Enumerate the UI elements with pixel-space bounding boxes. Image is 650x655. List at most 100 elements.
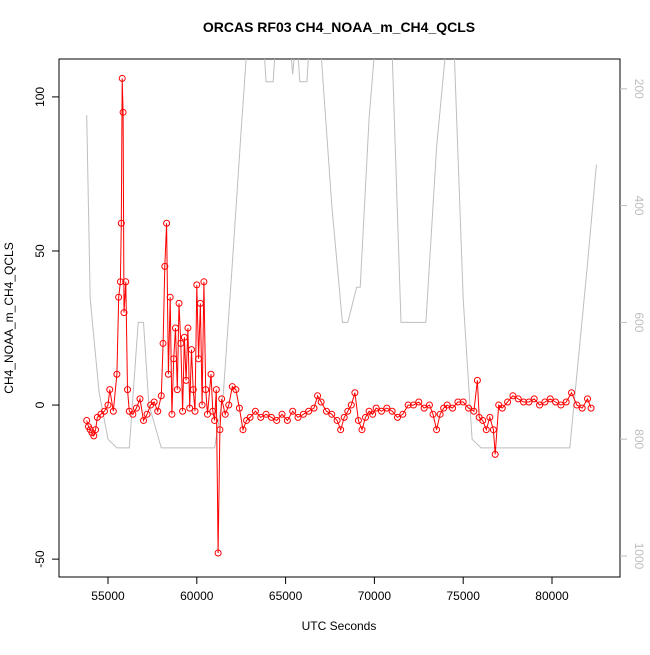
y-tick-label: 50	[33, 244, 47, 258]
point	[211, 416, 219, 424]
point	[182, 376, 190, 384]
point	[168, 410, 176, 418]
point	[90, 432, 98, 440]
point	[106, 386, 114, 394]
point	[491, 450, 499, 458]
point	[216, 426, 224, 434]
y2-tick-label: 600	[632, 312, 646, 332]
point	[378, 407, 386, 415]
point	[504, 398, 512, 406]
point	[257, 413, 265, 421]
x-tick-label: 70000	[358, 589, 392, 603]
point	[584, 395, 592, 403]
point	[92, 426, 100, 434]
point	[170, 355, 178, 363]
point	[351, 389, 359, 397]
point	[262, 410, 270, 418]
point	[273, 416, 281, 424]
point	[209, 407, 217, 415]
x-tick-label: 60000	[180, 589, 214, 603]
point	[136, 395, 144, 403]
point	[118, 74, 126, 82]
point	[509, 392, 517, 400]
point	[520, 398, 528, 406]
plot-frame	[58, 58, 621, 578]
point	[115, 293, 123, 301]
point	[143, 410, 151, 418]
point	[443, 401, 451, 409]
point	[369, 410, 377, 418]
point	[218, 395, 226, 403]
point	[159, 339, 167, 347]
point	[212, 386, 220, 394]
point	[283, 416, 291, 424]
point	[525, 398, 533, 406]
point	[189, 386, 197, 394]
point	[179, 407, 187, 415]
x-tick-label: 80000	[535, 589, 569, 603]
point	[196, 299, 204, 307]
point	[140, 416, 148, 424]
point	[119, 108, 127, 116]
point	[124, 386, 132, 394]
y2-tick-label: 200	[632, 79, 646, 99]
point	[120, 309, 128, 317]
point	[235, 404, 243, 412]
point	[393, 413, 401, 421]
point	[294, 413, 302, 421]
point	[470, 407, 478, 415]
point	[132, 404, 140, 412]
point	[489, 426, 497, 434]
point	[305, 407, 313, 415]
point	[562, 398, 570, 406]
point	[459, 398, 467, 406]
y-tick-label: 100	[33, 87, 47, 107]
point	[187, 346, 195, 354]
y2-tick-label: 800	[632, 429, 646, 449]
point	[568, 389, 576, 397]
point	[578, 404, 586, 412]
point	[195, 355, 203, 363]
point	[383, 404, 391, 412]
point	[314, 392, 322, 400]
point	[239, 426, 247, 434]
point	[163, 219, 171, 227]
point	[100, 407, 108, 415]
point	[362, 413, 370, 421]
point	[117, 219, 125, 227]
y2-tick-label: 400	[632, 196, 646, 216]
point	[333, 416, 341, 424]
point	[184, 324, 192, 332]
point	[541, 398, 549, 406]
point	[436, 410, 444, 418]
point	[399, 410, 407, 418]
point	[180, 333, 188, 341]
point	[310, 404, 318, 412]
point	[465, 404, 473, 412]
point	[317, 398, 325, 406]
point	[267, 413, 275, 421]
point	[104, 401, 112, 409]
point	[251, 407, 259, 415]
point	[546, 395, 554, 403]
point	[164, 370, 172, 378]
series-line	[86, 59, 597, 449]
point	[289, 407, 297, 415]
point	[340, 413, 348, 421]
point	[404, 401, 412, 409]
x-tick-label: 65000	[269, 589, 303, 603]
point	[171, 324, 179, 332]
point	[354, 416, 362, 424]
point	[337, 426, 345, 434]
point	[221, 410, 229, 418]
point	[232, 386, 240, 394]
point	[557, 401, 565, 409]
point	[225, 401, 233, 409]
point	[116, 278, 124, 286]
x-tick-label: 55000	[91, 589, 125, 603]
point	[486, 413, 494, 421]
point	[173, 386, 181, 394]
point	[299, 410, 307, 418]
point	[415, 398, 423, 406]
point	[161, 262, 169, 270]
